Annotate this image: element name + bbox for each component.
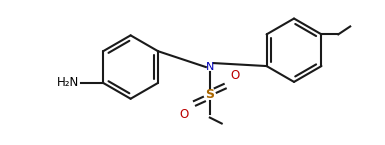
Text: S: S <box>205 88 214 101</box>
Text: O: O <box>231 69 240 82</box>
Text: O: O <box>180 108 189 121</box>
Text: N: N <box>206 62 214 72</box>
Text: H₂N: H₂N <box>57 76 79 89</box>
